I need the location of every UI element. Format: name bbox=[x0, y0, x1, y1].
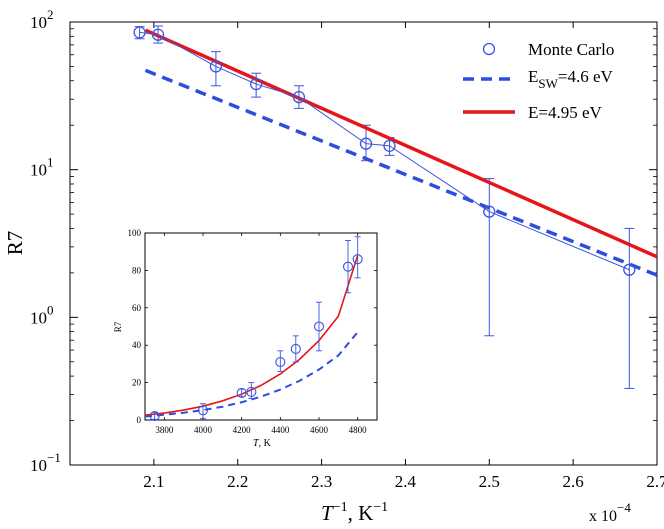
mc-point bbox=[292, 90, 306, 104]
inset-y-tick-label: 0 bbox=[137, 415, 142, 425]
y-tick-label: 102 bbox=[30, 7, 54, 32]
inset-x-tick-label: 4000 bbox=[194, 425, 213, 435]
inset-mc-point bbox=[275, 356, 286, 368]
main-plot-frame bbox=[69, 21, 658, 466]
legend-label-esw-suffix: =4.6 eV bbox=[558, 67, 614, 86]
mc-point bbox=[623, 263, 636, 276]
y-tick-label: 10−1 bbox=[30, 450, 61, 475]
inset-x-axis-label-symbol: T bbox=[253, 438, 260, 449]
x-axis-multiplier: x 10−4 bbox=[589, 500, 631, 525]
mc-point bbox=[359, 137, 373, 150]
inset-mc-point bbox=[236, 387, 247, 398]
inset-x-tick-label: 4200 bbox=[233, 425, 252, 435]
y-axis-label: R7 bbox=[3, 231, 27, 256]
inset-y-tick-label: 40 bbox=[132, 340, 142, 350]
inset-y-tick-label: 100 bbox=[128, 228, 142, 238]
inset-x-tick-label: 4400 bbox=[271, 425, 290, 435]
legend-label-e495: E=4.95 eV bbox=[528, 103, 603, 122]
inset-mc-point bbox=[246, 386, 257, 398]
mc-point bbox=[151, 28, 165, 41]
inset-x-tick-label: 3800 bbox=[155, 425, 174, 435]
inset-y-tick-label: 60 bbox=[132, 303, 142, 313]
inset-mc-point bbox=[290, 343, 301, 354]
x-axis-multiplier-base: x 10 bbox=[589, 508, 617, 525]
legend-label-esw: ESW=4.6 eV bbox=[528, 67, 614, 91]
x-tick-label: 2.7 bbox=[646, 472, 664, 491]
esw-fit-line bbox=[144, 68, 658, 277]
x-axis-label: T−1, K−1 bbox=[321, 500, 388, 525]
inset-mc-point bbox=[149, 411, 160, 422]
inset-x-tick-label: 4600 bbox=[310, 425, 329, 435]
mc-connect-line bbox=[139, 31, 630, 271]
inset-mc-point bbox=[197, 405, 209, 416]
mc-point bbox=[209, 60, 223, 73]
mc-point bbox=[383, 139, 396, 152]
x-tick-label: 2.2 bbox=[227, 472, 248, 491]
inset-mc-point bbox=[313, 321, 325, 332]
x-axis-label-symbol-exp: −1 bbox=[333, 500, 348, 515]
mc-point bbox=[483, 205, 496, 218]
inset-x-axis-label-unit: , K bbox=[259, 438, 272, 449]
x-tick-label: 2.4 bbox=[395, 472, 417, 491]
e495-fit-line bbox=[144, 28, 658, 259]
x-tick-label: 2.6 bbox=[563, 472, 584, 491]
inset-series bbox=[144, 236, 363, 422]
x-tick-label: 2.5 bbox=[479, 472, 500, 491]
inset-plot-frame bbox=[144, 232, 378, 421]
legend-label-esw-main: E bbox=[528, 67, 538, 86]
x-tick-label: 2.1 bbox=[143, 472, 164, 491]
legend-marker-monte-carlo bbox=[482, 42, 496, 56]
inset-mc-point bbox=[342, 261, 354, 272]
inset-x-tick-label: 4800 bbox=[349, 425, 368, 435]
inset-y-axis-label: R7 bbox=[113, 321, 123, 332]
x-axis-label-symbol: T bbox=[321, 501, 334, 525]
x-axis-label-unit-exp: −1 bbox=[373, 500, 388, 515]
y-tick-label: 100 bbox=[30, 302, 54, 327]
x-axis-multiplier-exp: −4 bbox=[617, 500, 631, 515]
inset-mc-point bbox=[352, 254, 363, 265]
legend: Monte Carlo ESW=4.6 eV E=4.95 eV bbox=[463, 40, 614, 122]
inset-axes: 3800 4000 4200 4400 4600 4800 0 20 40 60 80 100 bbox=[128, 228, 377, 435]
inset-esw-curve bbox=[144, 331, 359, 418]
y-tick-label: 101 bbox=[30, 155, 54, 180]
mc-point bbox=[133, 26, 146, 39]
inset-y-tick-label: 20 bbox=[132, 378, 142, 388]
inset-x-axis-label: T, K bbox=[253, 438, 272, 449]
main-series bbox=[133, 25, 658, 389]
x-tick-label: 2.3 bbox=[311, 472, 332, 491]
legend-label-esw-sub: SW bbox=[538, 76, 558, 91]
inset-y-tick-label: 80 bbox=[132, 265, 142, 275]
x-axis-label-unit: , K bbox=[348, 501, 374, 525]
legend-label-monte-carlo: Monte Carlo bbox=[528, 40, 614, 59]
main-axes: 2.1 2.2 2.3 2.4 2.5 2.6 2.7 10−1 100 101 102 bbox=[30, 7, 664, 491]
mc-point bbox=[250, 77, 263, 91]
